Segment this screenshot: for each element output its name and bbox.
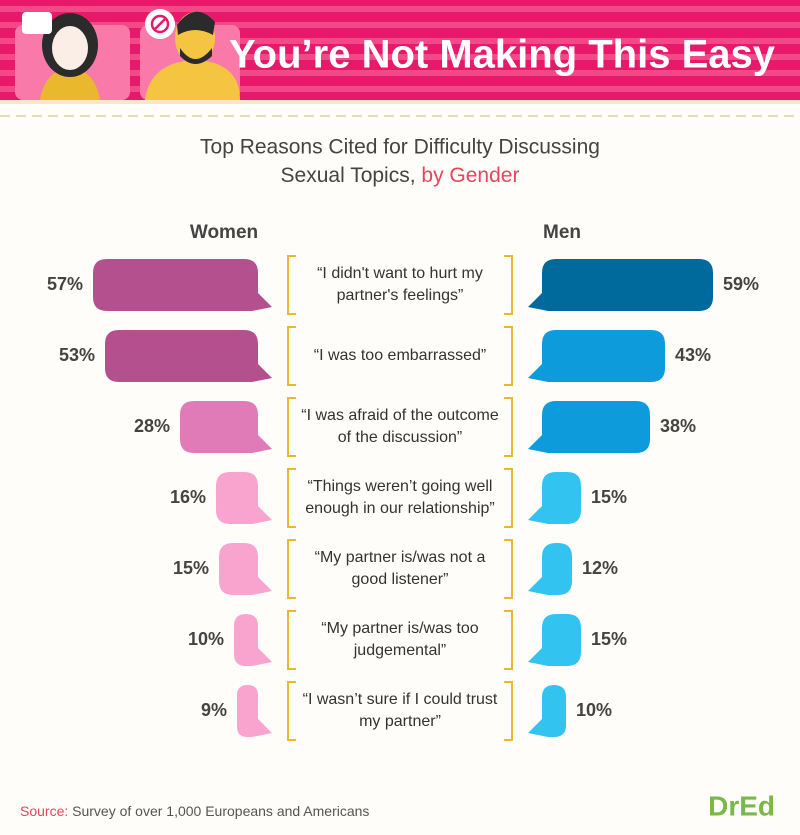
value-label: 10% — [188, 629, 224, 649]
value-label: 38% — [660, 416, 696, 436]
category-label: “Things weren’t going well enough in our… — [305, 478, 495, 517]
legend-label: Men — [543, 222, 581, 243]
value-label: 15% — [591, 629, 627, 649]
title: You’re Not Making This Easy — [229, 33, 776, 77]
bar — [180, 401, 272, 453]
bracket — [504, 326, 513, 386]
subtitle-emphasis: by Gender — [421, 164, 519, 187]
category-label: “I wasn’t sure if I could trust my partn… — [302, 691, 498, 730]
value-label: 59% — [723, 274, 759, 294]
subtitle-line: Sexual Topics, by Gender — [281, 164, 520, 187]
bracket — [504, 397, 513, 457]
logo: DrEd — [708, 790, 775, 821]
category-label: “My partner is/was too judgemental” — [321, 620, 479, 659]
bracket — [504, 610, 513, 670]
source-label: Source: — [20, 803, 68, 819]
bar — [528, 472, 581, 524]
bar — [528, 614, 581, 666]
bracket — [287, 255, 296, 315]
bracket — [287, 326, 296, 386]
bar — [219, 543, 272, 595]
bracket — [287, 468, 296, 528]
bracket — [287, 610, 296, 670]
bar — [234, 614, 272, 666]
header-stripes — [0, 6, 800, 92]
bar — [528, 685, 566, 737]
bar — [93, 259, 272, 311]
value-label: 28% — [134, 416, 170, 436]
subtitle-line: Sexual Topics, — [281, 164, 416, 187]
source-text: Survey of over 1,000 Europeans and Ameri… — [72, 803, 369, 819]
bar — [216, 472, 272, 524]
subtitle-line: Top Reasons Cited for Difficulty Discuss… — [200, 136, 600, 159]
value-label: 12% — [582, 558, 618, 578]
value-label: 16% — [170, 487, 206, 507]
bracket — [504, 255, 513, 315]
bar — [528, 543, 572, 595]
bracket — [287, 539, 296, 599]
value-label: 53% — [59, 345, 95, 365]
category-label: “I was afraid of the outcome of the disc… — [301, 407, 499, 446]
bar — [528, 401, 650, 453]
bracket — [287, 681, 296, 741]
bracket — [504, 468, 513, 528]
value-label: 9% — [201, 700, 227, 720]
value-label: 10% — [576, 700, 612, 720]
bar — [528, 259, 713, 311]
category-label: “My partner is/was not a good listener” — [314, 549, 486, 588]
category-label: “I didn't want to hurt my partner's feel… — [317, 265, 483, 304]
bracket — [504, 681, 513, 741]
value-label: 57% — [47, 274, 83, 294]
bracket — [287, 397, 296, 457]
value-label: 43% — [675, 345, 711, 365]
category-label: “I was too embarrassed” — [313, 347, 487, 364]
illustration — [15, 9, 240, 100]
bar — [237, 685, 272, 737]
bar — [528, 330, 665, 382]
header-band — [0, 0, 800, 100]
source: Source: Survey of over 1,000 Europeans a… — [20, 803, 369, 819]
legend-label: Women — [190, 222, 258, 243]
value-label: 15% — [591, 487, 627, 507]
bracket — [504, 539, 513, 599]
value-label: 15% — [173, 558, 209, 578]
bar — [105, 330, 272, 382]
